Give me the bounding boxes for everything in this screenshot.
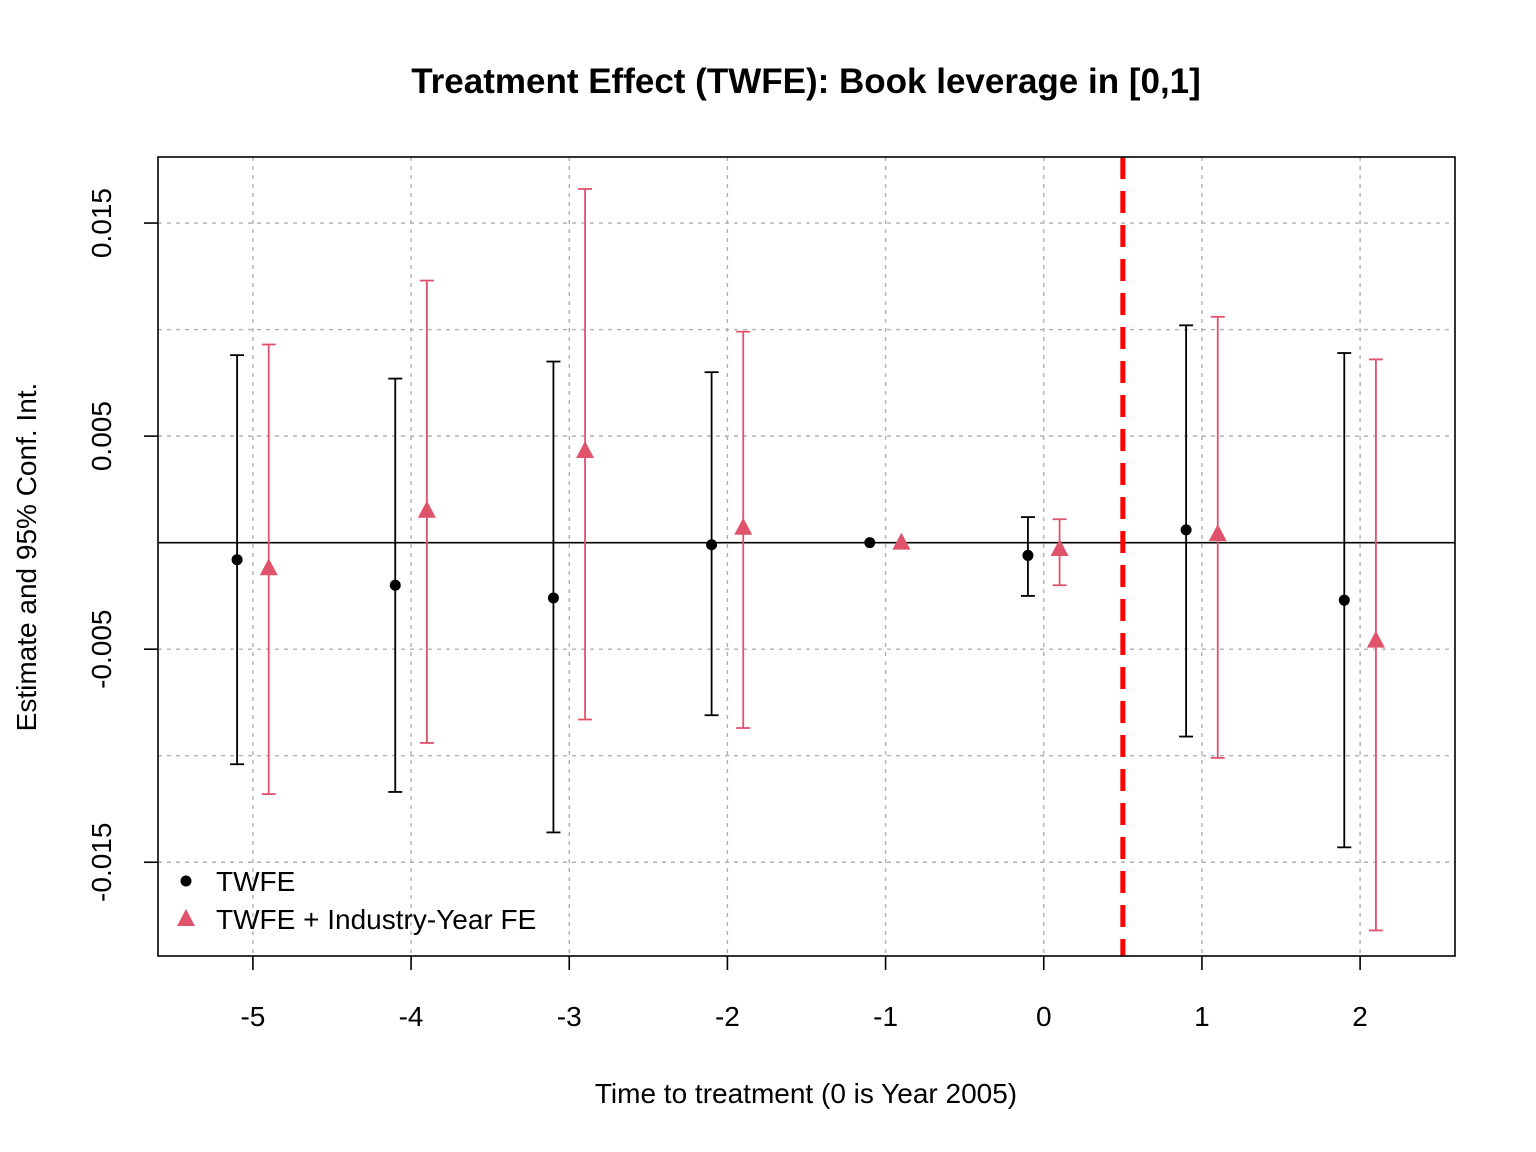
- point-estimate-triangle: [734, 517, 753, 535]
- legend-label: TWFE + Industry-Year FE: [216, 904, 536, 935]
- plot-frame: [157, 156, 1456, 957]
- point-estimate-circle: [706, 539, 718, 551]
- point-estimate-triangle: [259, 558, 278, 576]
- point-estimate-triangle: [1366, 630, 1385, 648]
- y-axis: -0.015 -0.005 0.005 0.015: [86, 188, 158, 902]
- point-estimate-circle: [231, 554, 243, 566]
- y-tick-label: -0.005: [86, 609, 117, 688]
- point-estimate-triangle: [892, 532, 911, 550]
- legend-label: TWFE: [216, 866, 295, 897]
- point-estimate-circle: [389, 579, 401, 591]
- chart-title: Treatment Effect (TWFE): Book leverage i…: [411, 62, 1201, 101]
- x-tick-label: 0: [1036, 1001, 1052, 1032]
- point-estimate-triangle: [1050, 539, 1069, 557]
- point-estimate-triangle: [576, 441, 595, 459]
- y-tick-label: -0.015: [86, 823, 117, 902]
- point-estimate-triangle: [1208, 524, 1227, 542]
- grid-lines: [158, 157, 1455, 956]
- point-estimate-triangle: [417, 500, 436, 518]
- point-estimate-circle: [1180, 524, 1192, 536]
- x-axis-label: Time to treatment (0 is Year 2005): [595, 1078, 1017, 1109]
- legend-marker-triangle: [177, 909, 195, 926]
- x-tick-label: -1: [873, 1001, 898, 1032]
- y-tick-label: 0.015: [86, 188, 117, 258]
- reference-lines: [158, 157, 1455, 956]
- point-estimate-circle: [1022, 549, 1034, 561]
- x-tick-label: -4: [399, 1001, 424, 1032]
- series-twfe-industry-year-fe: [259, 188, 1385, 932]
- x-axis: -5 -4 -3 -2 -1 0 1 2: [240, 956, 1368, 1032]
- x-tick-label: -3: [557, 1001, 582, 1032]
- y-tick-label: 0.005: [86, 401, 117, 471]
- x-tick-label: 1: [1194, 1001, 1210, 1032]
- point-estimate-circle: [1338, 594, 1350, 606]
- x-tick-label: 2: [1352, 1001, 1368, 1032]
- x-tick-label: -2: [715, 1001, 740, 1032]
- data-series: [230, 188, 1385, 932]
- point-estimate-circle: [864, 537, 876, 549]
- point-estimate-circle: [547, 592, 559, 604]
- legend: TWFE TWFE + Industry-Year FE: [177, 866, 536, 935]
- x-tick-label: -5: [240, 1001, 265, 1032]
- y-axis-label: Estimate and 95% Conf. Int.: [11, 383, 42, 732]
- legend-marker-circle: [180, 875, 192, 887]
- series-twfe: [230, 324, 1352, 849]
